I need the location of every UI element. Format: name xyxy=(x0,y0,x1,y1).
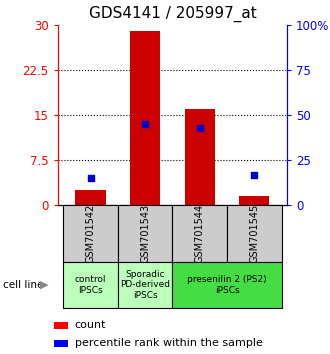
Bar xyxy=(185,109,215,205)
Bar xyxy=(173,262,281,308)
Bar xyxy=(53,322,68,329)
Bar xyxy=(76,190,106,205)
Text: GSM701545: GSM701545 xyxy=(249,204,259,263)
Text: GSM701544: GSM701544 xyxy=(195,204,205,263)
Text: count: count xyxy=(75,320,106,330)
Bar xyxy=(173,205,227,262)
Text: control
IPSCs: control IPSCs xyxy=(75,275,106,295)
Point xyxy=(197,125,202,131)
Point xyxy=(88,176,93,181)
Point xyxy=(252,172,257,177)
Bar xyxy=(118,205,173,262)
Text: GSM701542: GSM701542 xyxy=(85,204,95,263)
Bar xyxy=(239,196,269,205)
Text: Sporadic
PD-derived
iPSCs: Sporadic PD-derived iPSCs xyxy=(120,270,170,300)
Text: cell line: cell line xyxy=(3,280,44,290)
Title: GDS4141 / 205997_at: GDS4141 / 205997_at xyxy=(88,6,256,22)
Text: ▶: ▶ xyxy=(40,280,49,290)
Text: presenilin 2 (PS2)
iPSCs: presenilin 2 (PS2) iPSCs xyxy=(187,275,267,295)
Bar xyxy=(118,262,173,308)
Bar xyxy=(53,339,68,347)
Bar xyxy=(130,31,160,205)
Text: GSM701543: GSM701543 xyxy=(140,204,150,263)
Bar xyxy=(227,205,281,262)
Point xyxy=(143,121,148,127)
Text: percentile rank within the sample: percentile rank within the sample xyxy=(75,338,263,348)
Bar xyxy=(63,262,118,308)
Bar xyxy=(63,205,118,262)
